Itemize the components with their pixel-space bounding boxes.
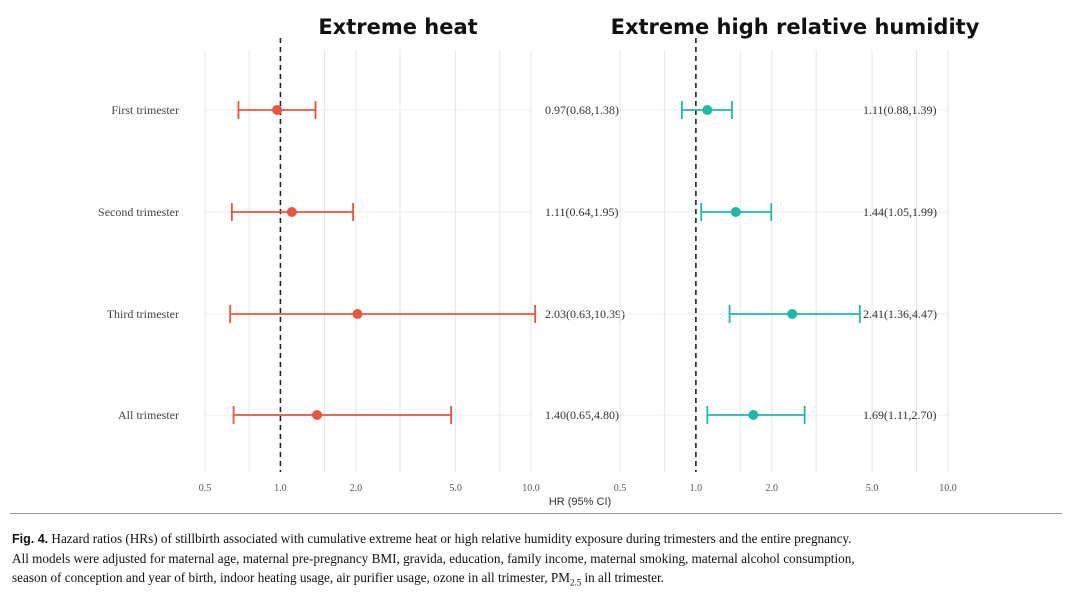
x-tick-label: 5.0: [866, 483, 879, 494]
x-tick-label: 1.0: [690, 483, 703, 494]
caption-text-line1: Hazard ratios (HRs) of stillbirth associ…: [51, 531, 852, 546]
hr-ci-label: 1.11(0.64,1.95): [545, 205, 619, 219]
caption-subscript: 2.5: [569, 577, 582, 588]
hr-ci-label: 1.69(1.11,2.70): [863, 408, 937, 422]
hr-ci-label: 1.44(1.05,1.99): [863, 205, 937, 219]
hr-point: [286, 207, 297, 217]
x-tick-label: 2.0: [766, 483, 779, 494]
row-label: Second trimester: [98, 205, 179, 219]
hr-ci-label: 2.03(0.63,10.39): [545, 307, 625, 321]
caption-divider: [10, 513, 1062, 514]
row-label: First trimester: [111, 103, 179, 117]
x-tick-label: 1.0: [274, 483, 287, 494]
x-tick-label: 10.0: [522, 483, 540, 494]
hr-ci-label: 1.40(0.65,4.80): [545, 408, 619, 422]
row-label: All trimester: [118, 408, 179, 422]
x-tick-label: 0.5: [614, 483, 627, 494]
hr-ci-label: 1.11(0.88,1.39): [863, 103, 937, 117]
hr-ci-label: 2.41(1.36,4.47): [863, 307, 937, 321]
forest-plot-svg: Extreme heat 0.5 1.0 2.0 5.0 10.0 0.97(0.68,1.…: [98, 15, 980, 508]
hr-point: [748, 410, 759, 420]
x-tick-label: 5.0: [449, 483, 462, 494]
row-label: Third trimester: [107, 307, 179, 321]
figure-number: Fig. 4.: [12, 532, 49, 546]
hr-point: [352, 309, 363, 319]
x-tick-label: 0.5: [199, 483, 212, 494]
forest-plot-figure: Extreme heat 0.5 1.0 2.0 5.0 10.0 0.97(0.68,1.…: [98, 15, 980, 508]
caption-text-line2: All models were adjusted for maternal ag…: [12, 551, 855, 566]
x-tick-label: 10.0: [939, 483, 957, 494]
hr-point: [702, 105, 713, 115]
panel-title: Extreme heat: [318, 15, 477, 39]
caption-text-line3-end: in all trimester.: [581, 570, 664, 585]
x-tick-label: 2.0: [350, 483, 363, 494]
caption-text-line3: season of conception and year of birth, …: [12, 570, 570, 585]
hr-ci-label: 0.97(0.68,1.38): [545, 103, 619, 117]
figure-caption: Fig. 4. Hazard ratios (HRs) of stillbirt…: [12, 529, 1062, 593]
panel-title: Extreme high relative humidity: [611, 15, 980, 39]
hr-point: [272, 105, 283, 115]
hr-point: [312, 410, 323, 420]
hr-point: [730, 207, 741, 217]
x-axis-label: HR (95% CI): [549, 496, 611, 508]
hr-point: [787, 309, 798, 319]
